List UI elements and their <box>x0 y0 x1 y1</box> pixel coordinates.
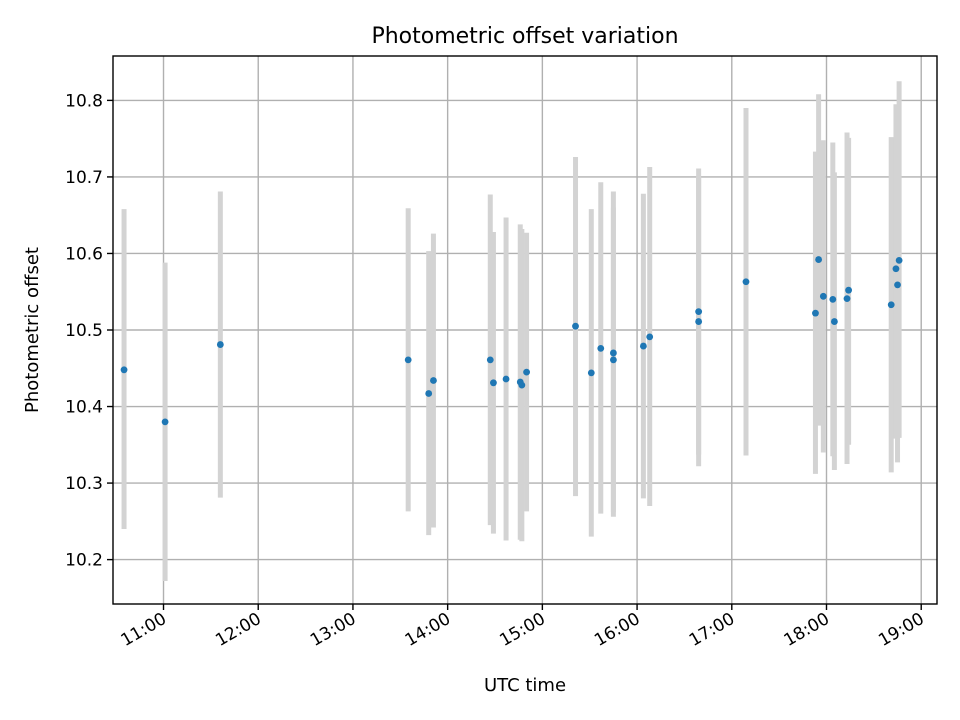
chart-title: Photometric offset variation <box>371 24 678 49</box>
x-tick-label: 19:00 <box>875 609 927 651</box>
data-point <box>639 342 647 350</box>
data-point <box>812 309 819 317</box>
data-point <box>502 375 510 383</box>
x-axis-label: UTC time <box>484 675 566 696</box>
data-point <box>887 301 895 309</box>
axis-ticks: 11:00 12:00 13:00 14:00 15:00 16:00 17:00 18:00… <box>65 91 928 650</box>
data-point <box>404 356 412 364</box>
error-bars <box>121 81 902 582</box>
data-point <box>609 349 617 357</box>
data-point <box>695 308 703 316</box>
data-point <box>490 379 497 387</box>
data-point <box>892 265 900 273</box>
x-tick-label: 15:00 <box>496 609 548 651</box>
data-point <box>646 333 654 341</box>
y-tick-label: 10.5 <box>65 321 103 341</box>
data-point <box>829 295 837 303</box>
data-point <box>819 292 827 300</box>
x-tick-label: 12:00 <box>212 609 264 651</box>
data-point <box>523 368 530 376</box>
y-tick-label: 10.4 <box>65 398 103 418</box>
x-tick-label: 16:00 <box>591 609 643 651</box>
x-tick-label: 13:00 <box>307 609 359 651</box>
data-point <box>518 381 526 389</box>
data-point <box>161 418 169 426</box>
data-points <box>120 256 903 426</box>
y-axis-label: Photometric offset <box>22 247 43 413</box>
data-point <box>430 377 437 384</box>
y-tick-label: 10.6 <box>65 244 103 264</box>
x-tick-label: 18:00 <box>781 609 833 651</box>
data-point <box>216 341 224 348</box>
data-point <box>572 322 579 330</box>
data-point <box>587 369 595 377</box>
data-point <box>609 356 617 364</box>
y-tick-label: 10.3 <box>65 474 103 494</box>
data-point <box>425 390 433 397</box>
x-tick-label: 17:00 <box>686 609 738 651</box>
x-tick-label: 11:00 <box>118 609 170 651</box>
y-tick-label: 10.2 <box>65 551 103 571</box>
x-tick-label: 14:00 <box>402 609 454 651</box>
data-point <box>815 256 823 263</box>
data-point <box>843 295 851 303</box>
y-tick-label: 10.8 <box>65 91 103 111</box>
data-point <box>120 366 128 374</box>
data-point <box>830 318 838 325</box>
data-point <box>597 344 605 352</box>
data-point <box>895 256 903 264</box>
data-point <box>742 278 750 286</box>
data-point <box>486 356 494 364</box>
data-point <box>695 318 703 325</box>
data-point <box>894 281 901 289</box>
y-tick-label: 10.7 <box>65 168 103 188</box>
data-point <box>845 286 853 294</box>
